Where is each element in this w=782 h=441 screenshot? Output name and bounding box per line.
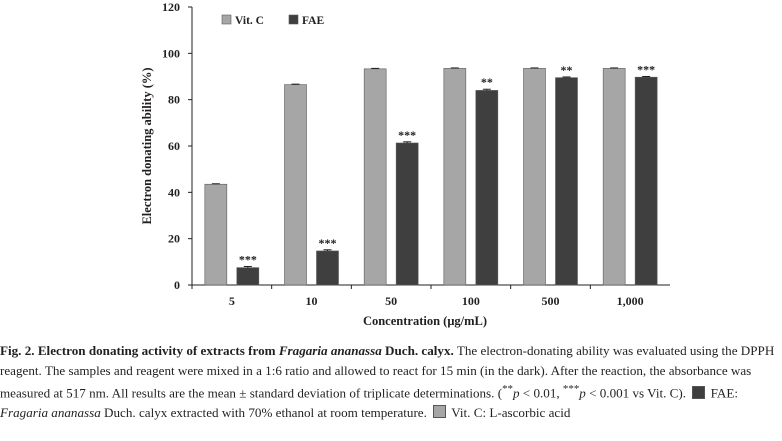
- x-tick-label: 500: [542, 294, 560, 308]
- caption-threshold-2: < 0.001 vs Vit. C).: [585, 385, 690, 401]
- bar-vit-c: [284, 84, 307, 286]
- bar-chart: Electron donating ability (%) Concentrat…: [140, 0, 670, 328]
- legend-label: FAE: [302, 15, 324, 27]
- y-axis-title-text: Electron donating ability (%): [140, 67, 154, 224]
- significance-label: ***: [398, 128, 416, 142]
- y-axis-title: Electron donating ability (%): [140, 67, 154, 224]
- x-tick-label: 1,000: [617, 294, 644, 308]
- caption-sig-3: ***: [562, 383, 580, 396]
- bar-fae: [555, 77, 578, 286]
- figure-caption: Fig. 2. Electron donating activity of ex…: [0, 341, 782, 423]
- significance-label: **: [561, 63, 573, 77]
- bar-vit-c: [523, 68, 546, 286]
- caption-threshold-1: < 0.01,: [519, 385, 563, 401]
- caption-fae-label: FAE:: [710, 385, 738, 401]
- legend: Vit. C FAE: [221, 14, 324, 27]
- caption-title: Fig. 2. Electron donating activity of ex…: [0, 343, 454, 358]
- significance-label: ***: [239, 252, 257, 266]
- caption-vitc-swatch: [433, 405, 447, 419]
- y-tick-label: 120: [162, 0, 180, 14]
- plot-area: 0 20 40 60 80 100 120 5 *** 10 *** 50 *** 100 ** 500 ** 1…: [162, 0, 670, 308]
- bar-fae: [395, 142, 419, 286]
- bar-fae: [236, 267, 260, 286]
- bar-fae: [316, 250, 339, 286]
- x-tick-label: 10: [306, 294, 318, 308]
- caption-species: Fragaria ananassa: [278, 343, 382, 358]
- y-tick-label: 20: [168, 232, 180, 246]
- caption-fig-label-end: Duch. calyx.: [381, 343, 454, 358]
- bar-vit-c: [443, 68, 467, 286]
- y-tick-label: 60: [168, 139, 180, 153]
- caption-p-2: p: [579, 385, 586, 401]
- caption-vitc-text: Vit. C: L-ascorbic acid: [451, 405, 571, 421]
- x-tick-label: 100: [462, 294, 480, 308]
- bar-vit-c: [602, 68, 626, 286]
- significance-label: ***: [637, 63, 655, 77]
- y-tick-label: 0: [174, 278, 180, 292]
- caption-sig-2: **: [502, 383, 513, 396]
- bar-fae: [634, 76, 658, 286]
- x-tick-label: 50: [385, 294, 397, 308]
- caption-fig-label: Fig. 2. Electron donating activity of ex…: [0, 343, 279, 358]
- x-tick-label: 5: [229, 294, 235, 308]
- legend-swatch: [221, 14, 232, 25]
- caption-fae-text: Duch. calyx extracted with 70% ethanol a…: [100, 405, 431, 421]
- x-axis-title: Concentration (μg/mL): [363, 314, 487, 328]
- bar-vit-c: [204, 183, 228, 286]
- y-tick-label: 40: [168, 185, 180, 199]
- y-tick-label: 80: [168, 93, 180, 107]
- bar-fae: [475, 90, 499, 286]
- legend-swatch: [288, 14, 299, 25]
- caption-body: The electron-donating ability was evalua…: [0, 343, 775, 401]
- y-tick-label: 100: [162, 46, 180, 60]
- significance-label: ***: [319, 236, 337, 250]
- caption-fae-species: Fragaria ananassa: [0, 405, 101, 421]
- significance-label: **: [481, 75, 493, 89]
- caption-p-1: p: [512, 385, 520, 401]
- legend-label: Vit. C: [235, 15, 264, 27]
- caption-fae-swatch: [692, 385, 706, 399]
- bar-vit-c: [363, 68, 387, 286]
